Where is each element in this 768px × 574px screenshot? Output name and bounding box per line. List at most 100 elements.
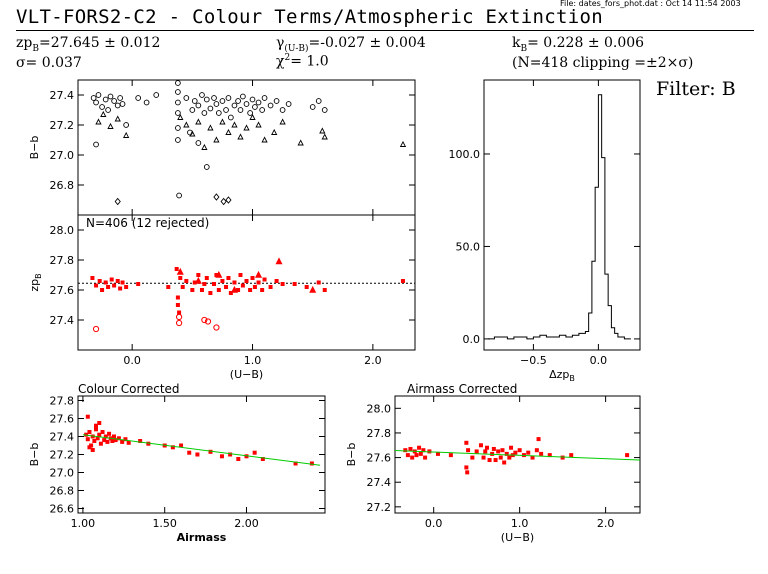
y-tick-label: 100.0 xyxy=(449,148,481,161)
data-point xyxy=(213,193,220,201)
data-point xyxy=(502,460,507,465)
data-point xyxy=(448,453,453,458)
data-point xyxy=(271,128,278,135)
data-point xyxy=(483,449,488,454)
data-point xyxy=(292,282,297,286)
data-point xyxy=(220,197,227,206)
data-point xyxy=(244,279,249,283)
data-point xyxy=(219,454,224,459)
y-tick-label: 27.0 xyxy=(50,149,75,162)
data-point xyxy=(252,285,257,289)
data-point xyxy=(410,455,415,460)
data-point xyxy=(177,113,184,120)
data-point xyxy=(93,427,98,432)
y-axis-label: zpB xyxy=(28,273,43,291)
data-point xyxy=(534,448,539,453)
gamma-sub: (U-B) xyxy=(284,43,309,54)
data-point xyxy=(199,92,205,98)
data-point xyxy=(201,143,208,150)
data-point xyxy=(107,122,114,129)
y-tick-label: 27.6 xyxy=(50,284,75,297)
data-point xyxy=(260,288,265,292)
data-point xyxy=(399,140,407,147)
k-label: k xyxy=(512,35,521,51)
data-point xyxy=(267,102,274,109)
y-axis-label: B−b xyxy=(28,443,41,467)
data-point xyxy=(100,288,105,292)
data-point xyxy=(94,283,99,288)
data-point xyxy=(201,316,208,324)
data-point xyxy=(418,451,423,456)
data-point xyxy=(189,130,196,137)
data-point xyxy=(408,446,413,451)
data-point xyxy=(124,285,129,289)
x-axis-label: (U−B) xyxy=(501,531,534,544)
plot-frame xyxy=(483,79,641,351)
data-point xyxy=(143,99,150,106)
data-point xyxy=(231,121,238,128)
data-point xyxy=(309,461,314,466)
data-point xyxy=(493,458,498,463)
data-point xyxy=(509,445,514,450)
data-point xyxy=(478,443,483,448)
sigma-stat: σ= 0.037 xyxy=(16,55,82,71)
data-point xyxy=(102,96,109,103)
data-point xyxy=(215,110,222,116)
x-tick-label: 2.0 xyxy=(364,354,382,367)
data-point xyxy=(403,448,408,453)
data-point xyxy=(102,438,107,443)
data-point xyxy=(230,285,238,293)
data-point xyxy=(285,101,292,107)
chart-mid-left: 27.4 27.6 27.8 28.0 0.0 1.0 2.0 N=406 (12 rejec… xyxy=(28,214,416,381)
chi-stat: χ2= 1.0 xyxy=(276,53,329,70)
data-point xyxy=(111,98,117,104)
data-point xyxy=(178,276,183,280)
data-point xyxy=(405,453,410,458)
data-point xyxy=(103,280,108,285)
data-point xyxy=(536,437,541,442)
data-point xyxy=(225,95,232,101)
data-point xyxy=(464,465,469,470)
zp-label: zp xyxy=(16,35,33,51)
data-point xyxy=(315,98,322,104)
data-point xyxy=(316,280,321,285)
data-point xyxy=(236,288,241,292)
data-point xyxy=(123,437,128,442)
data-point xyxy=(195,102,202,109)
chart-top-left: 26.8 27.0 27.2 27.4 B−b xyxy=(28,79,416,216)
data-point xyxy=(560,455,565,460)
y-axis-label: B−b xyxy=(345,443,358,467)
zp-value: =27.645 ± 0.012 xyxy=(38,35,161,51)
data-point xyxy=(184,279,189,283)
data-point xyxy=(304,285,309,289)
y-tick-label: 27.4 xyxy=(50,314,75,327)
data-point xyxy=(237,133,244,140)
x-tick-label: 0.0 xyxy=(425,517,443,530)
data-point xyxy=(100,110,107,117)
data-point xyxy=(112,283,117,288)
data-point xyxy=(175,80,181,86)
data-point xyxy=(195,452,200,457)
data-point xyxy=(213,324,220,331)
chart-bottom-left: 26.6 26.8 27.0 27.2 27.4 27.6 27.8 1.00 1.50 2.00… xyxy=(28,382,326,544)
y-tick-label: 27.4 xyxy=(367,476,392,489)
title-rule xyxy=(16,30,754,31)
data-point xyxy=(273,98,280,104)
y-tick-label: 28.0 xyxy=(50,224,75,237)
x-axis-label: ΔzpB xyxy=(549,368,575,383)
data-point xyxy=(466,448,471,453)
data-point xyxy=(136,282,141,286)
data-point xyxy=(204,318,212,325)
data-point xyxy=(309,285,317,293)
data-point xyxy=(414,453,419,458)
data-point xyxy=(115,279,120,283)
data-point xyxy=(191,98,198,104)
k-sub: B xyxy=(520,43,528,54)
data-point xyxy=(153,92,160,98)
data-point xyxy=(99,104,105,110)
data-point xyxy=(539,451,544,456)
x-tick-label: 1.50 xyxy=(152,517,177,530)
data-point xyxy=(470,455,475,460)
data-point xyxy=(196,273,201,277)
data-point xyxy=(204,276,209,280)
